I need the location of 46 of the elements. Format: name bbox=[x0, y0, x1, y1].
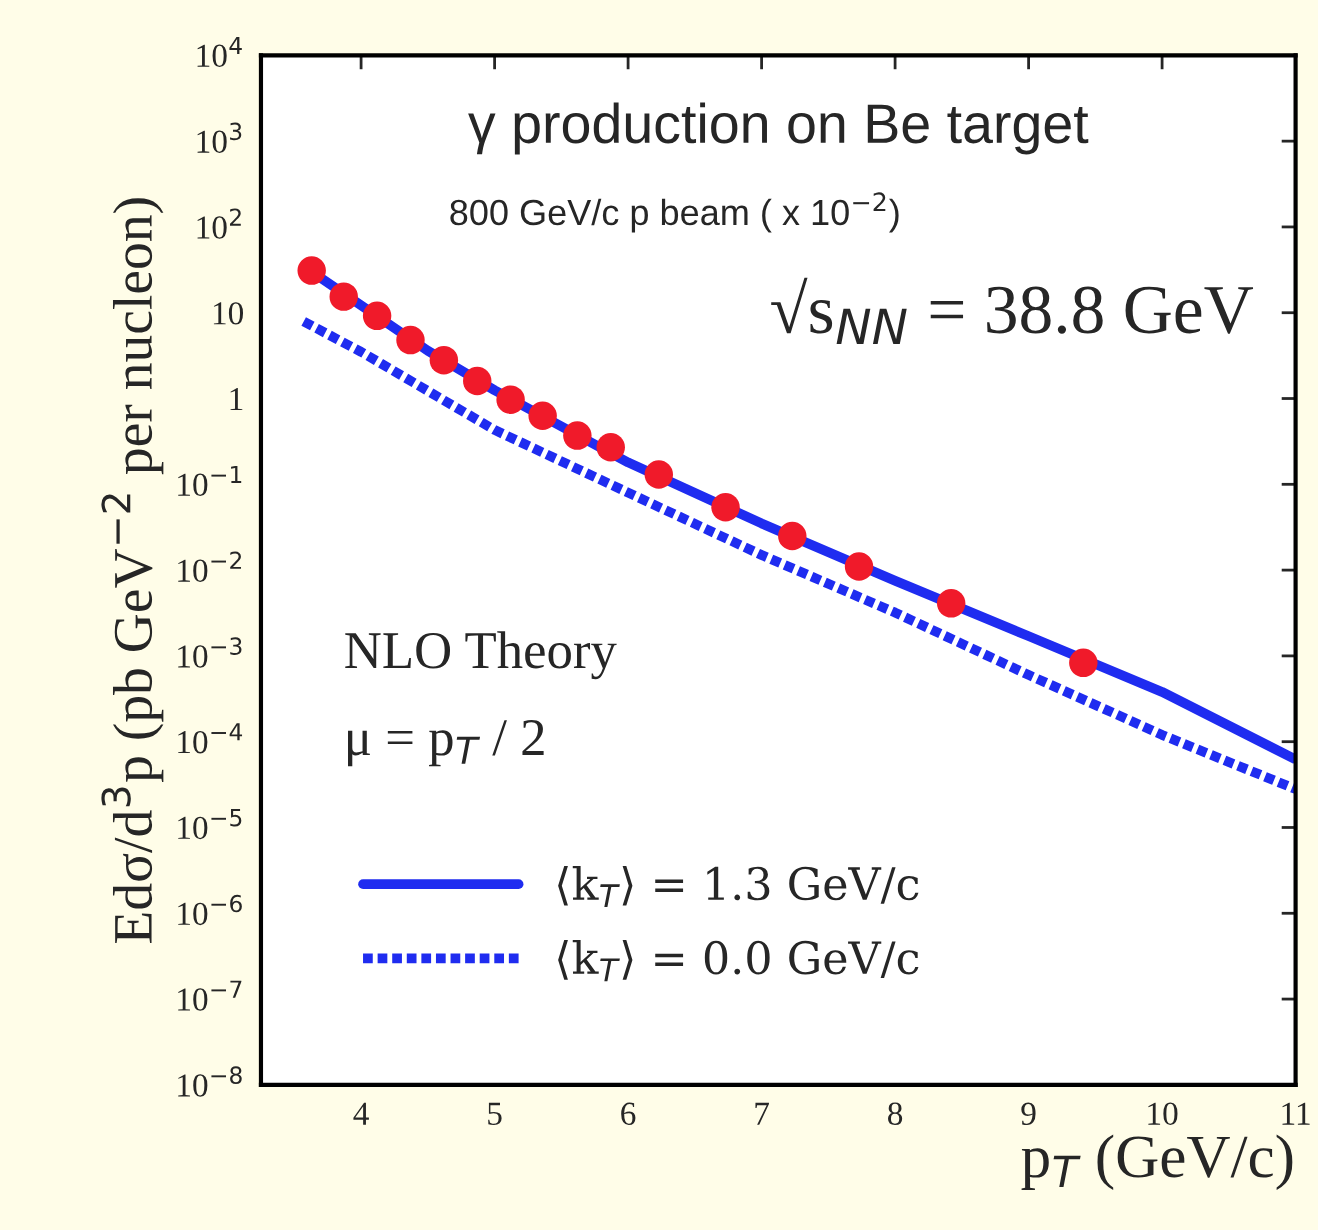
legend-label: ⟨k$_{T}$⟩ = 1.3 GeV/c bbox=[558, 865, 919, 908]
y-tick-label: 10$^{−7}$ bbox=[178, 980, 242, 1011]
y-tick-label: 10$^{2}$ bbox=[197, 208, 241, 239]
x-tick-label: 8 bbox=[888, 1102, 903, 1125]
x-tick-label: 4 bbox=[353, 1102, 369, 1125]
legend-label: ⟨k$_{T}$⟩ = 0.0 GeV/c bbox=[558, 940, 919, 982]
x-tick-label: 9 bbox=[1021, 1102, 1036, 1125]
point bbox=[362, 301, 392, 331]
y-tick-label: 10$^{−3}$ bbox=[178, 637, 242, 668]
y-tick-label: 1 bbox=[230, 388, 243, 411]
y-tick-label: 10$^{−5}$ bbox=[178, 809, 242, 840]
text: 800 GeV/c p beam ( x 10$^{−2}$) bbox=[450, 192, 899, 233]
point bbox=[1069, 648, 1098, 678]
annotation: NLO Theory bbox=[345, 631, 617, 680]
y-tick-label: 10$^{−6}$ bbox=[178, 894, 242, 926]
point bbox=[496, 385, 525, 414]
y-axis-title: Edσ/d$^{3}$p (pb GeV$^{−2}$ per nucleon) bbox=[101, 198, 164, 943]
text: γ production on Be target bbox=[468, 102, 1089, 155]
x-axis-title: p$_{T}$ (GeV/c) bbox=[1021, 1134, 1293, 1190]
x-tick-label: 11 bbox=[1282, 1102, 1310, 1125]
point bbox=[711, 493, 740, 522]
point bbox=[463, 366, 492, 396]
point bbox=[329, 282, 358, 311]
y-tick-label: 10$^{−1}$ bbox=[178, 465, 242, 497]
point bbox=[936, 589, 966, 618]
point bbox=[297, 256, 326, 285]
y-tick-label: 10$^{4}$ bbox=[197, 36, 242, 68]
point bbox=[596, 433, 625, 462]
annotation: √s$_{NN}$ = 38.8 GeV bbox=[771, 277, 1254, 345]
point bbox=[429, 345, 459, 375]
point bbox=[528, 401, 557, 430]
point bbox=[644, 460, 674, 489]
point bbox=[778, 521, 807, 551]
y-tick-label: 10$^{−8}$ bbox=[178, 1066, 242, 1097]
y-tick-label: 10 bbox=[213, 302, 244, 325]
x-tick-label: 6 bbox=[621, 1102, 636, 1125]
annotation: μ = p$_{T}$ / 2 bbox=[348, 720, 544, 767]
x-tick-label: 5 bbox=[488, 1102, 502, 1125]
point bbox=[563, 421, 592, 450]
x-tick-label: 7 bbox=[755, 1102, 769, 1125]
y-tick-label: 10$^{−2}$ bbox=[178, 551, 242, 582]
point bbox=[396, 325, 425, 355]
point bbox=[844, 552, 874, 581]
y-tick-label: 10$^{−4}$ bbox=[178, 723, 243, 754]
y-tick-label: 10$^{3}$ bbox=[197, 122, 242, 153]
x-tick-label: 10 bbox=[1148, 1102, 1178, 1125]
